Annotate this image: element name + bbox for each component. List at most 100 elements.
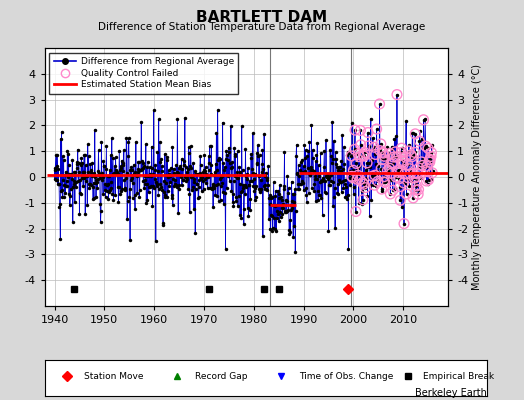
- Point: [176, 163, 184, 170]
- Point: [279, 186, 288, 192]
- Point: [375, 176, 383, 182]
- Point: [308, 185, 316, 192]
- Point: [64, 151, 72, 157]
- Point: [155, 116, 163, 123]
- Point: [141, 173, 149, 179]
- Point: [92, 180, 101, 186]
- Point: [236, 212, 244, 218]
- Point: [71, 179, 80, 186]
- Point: [268, 213, 276, 220]
- Point: [85, 181, 93, 188]
- Point: [279, 201, 287, 207]
- Point: [179, 177, 188, 183]
- Point: [309, 155, 318, 161]
- Point: [117, 163, 126, 169]
- Point: [319, 212, 327, 218]
- Point: [346, 168, 355, 174]
- Point: [175, 186, 183, 192]
- Point: [230, 145, 238, 151]
- Point: [224, 157, 232, 164]
- Point: [94, 168, 102, 174]
- Point: [423, 181, 432, 187]
- Point: [357, 148, 365, 154]
- Point: [148, 202, 157, 209]
- Point: [215, 176, 224, 182]
- Point: [128, 172, 137, 178]
- Point: [353, 176, 362, 182]
- Point: [57, 188, 66, 194]
- Point: [349, 167, 357, 174]
- Point: [380, 174, 388, 180]
- Point: [351, 146, 359, 152]
- Point: [93, 179, 101, 185]
- Point: [252, 183, 260, 189]
- Point: [355, 200, 363, 206]
- Point: [241, 182, 249, 188]
- Point: [213, 167, 221, 173]
- Point: [197, 176, 205, 182]
- Point: [203, 172, 212, 179]
- Point: [158, 163, 166, 169]
- Point: [209, 181, 217, 188]
- Point: [288, 205, 297, 212]
- Point: [147, 173, 155, 180]
- Point: [343, 196, 351, 202]
- Point: [80, 174, 89, 181]
- Point: [251, 171, 259, 177]
- Point: [191, 230, 200, 236]
- Point: [373, 170, 381, 176]
- Point: [238, 188, 246, 194]
- Point: [367, 115, 375, 122]
- Point: [51, 176, 59, 182]
- Point: [362, 166, 370, 173]
- Point: [218, 180, 226, 186]
- Point: [114, 198, 123, 205]
- Point: [360, 153, 368, 159]
- Point: [75, 176, 84, 183]
- Point: [334, 167, 342, 173]
- Point: [75, 211, 84, 217]
- Point: [345, 150, 353, 156]
- Point: [195, 184, 203, 190]
- Point: [414, 191, 422, 197]
- Point: [365, 143, 373, 149]
- Point: [421, 116, 429, 123]
- Point: [411, 149, 419, 156]
- Point: [403, 161, 412, 168]
- Text: Empirical Break: Empirical Break: [423, 372, 494, 381]
- Point: [333, 190, 341, 196]
- Point: [349, 167, 357, 174]
- Point: [284, 207, 292, 213]
- Point: [131, 206, 139, 212]
- Point: [55, 180, 63, 187]
- Point: [63, 148, 72, 154]
- Point: [231, 152, 239, 159]
- Point: [119, 162, 128, 168]
- Point: [250, 196, 259, 203]
- Point: [275, 190, 283, 197]
- Point: [350, 190, 358, 197]
- Point: [69, 184, 78, 190]
- Point: [415, 138, 423, 144]
- Point: [323, 174, 331, 180]
- Point: [293, 180, 302, 187]
- Point: [270, 215, 278, 222]
- Point: [171, 177, 179, 183]
- Point: [162, 153, 171, 160]
- Point: [282, 208, 291, 214]
- Point: [321, 190, 330, 196]
- Point: [185, 191, 193, 198]
- Point: [295, 186, 303, 192]
- Point: [98, 170, 106, 176]
- Point: [406, 171, 414, 177]
- Point: [70, 169, 79, 175]
- Point: [365, 160, 373, 166]
- Point: [104, 196, 113, 202]
- Point: [241, 191, 249, 197]
- Point: [115, 147, 124, 154]
- Point: [417, 161, 425, 167]
- Point: [416, 174, 424, 181]
- Point: [95, 175, 104, 181]
- Point: [281, 208, 290, 215]
- Point: [377, 186, 386, 192]
